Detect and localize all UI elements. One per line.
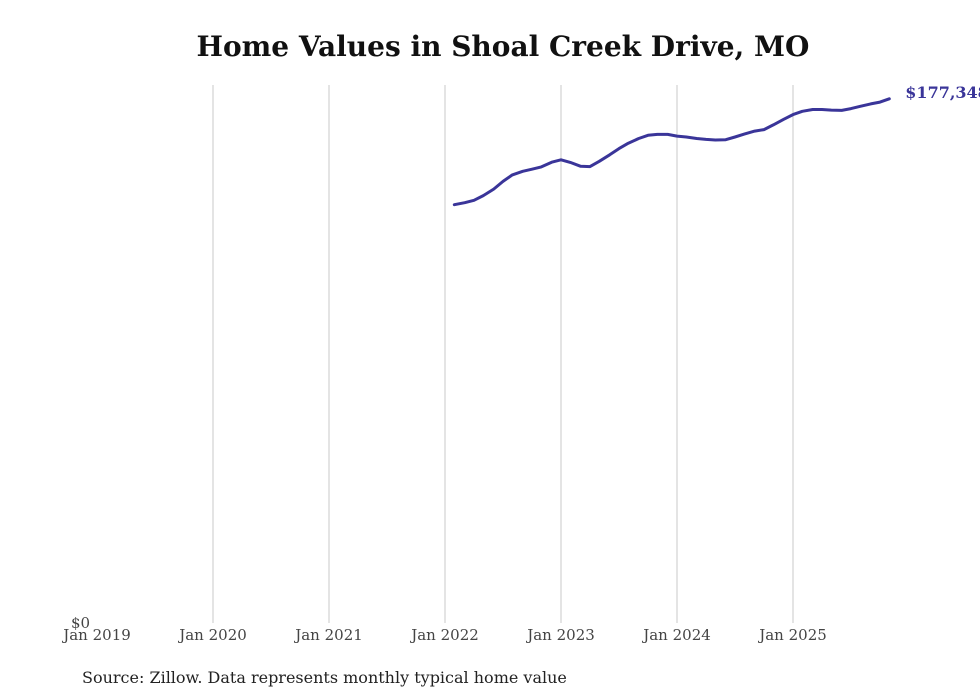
chart-source: Source: Zillow. Data represents monthly … bbox=[82, 668, 567, 687]
end-value-label: $177,348 bbox=[905, 83, 980, 102]
y-tick-label: $0 bbox=[71, 614, 90, 632]
line-chart: Jan 2019 Jan 2020 Jan 2021 Jan 2022 Jan 2023… bbox=[61, 83, 980, 644]
chart-title: Home Values in Shoal Creek Drive, MO bbox=[196, 30, 810, 63]
x-tick-label: Jan 2020 bbox=[177, 626, 247, 644]
x-tick-label: Jan 2023 bbox=[525, 626, 595, 644]
gridlines bbox=[212, 85, 794, 623]
series-points bbox=[453, 97, 891, 206]
x-tick-label: Jan 2024 bbox=[641, 626, 711, 644]
x-tick-label: Jan 2025 bbox=[757, 626, 827, 644]
x-tick-label: Jan 2022 bbox=[409, 626, 479, 644]
x-tick-label: Jan 2019 bbox=[61, 626, 131, 644]
series-line-home-value bbox=[452, 97, 891, 207]
x-tick-label: Jan 2021 bbox=[293, 626, 363, 644]
x-axis-ticks: Jan 2019 Jan 2020 Jan 2021 Jan 2022 Jan 2023… bbox=[61, 626, 827, 644]
